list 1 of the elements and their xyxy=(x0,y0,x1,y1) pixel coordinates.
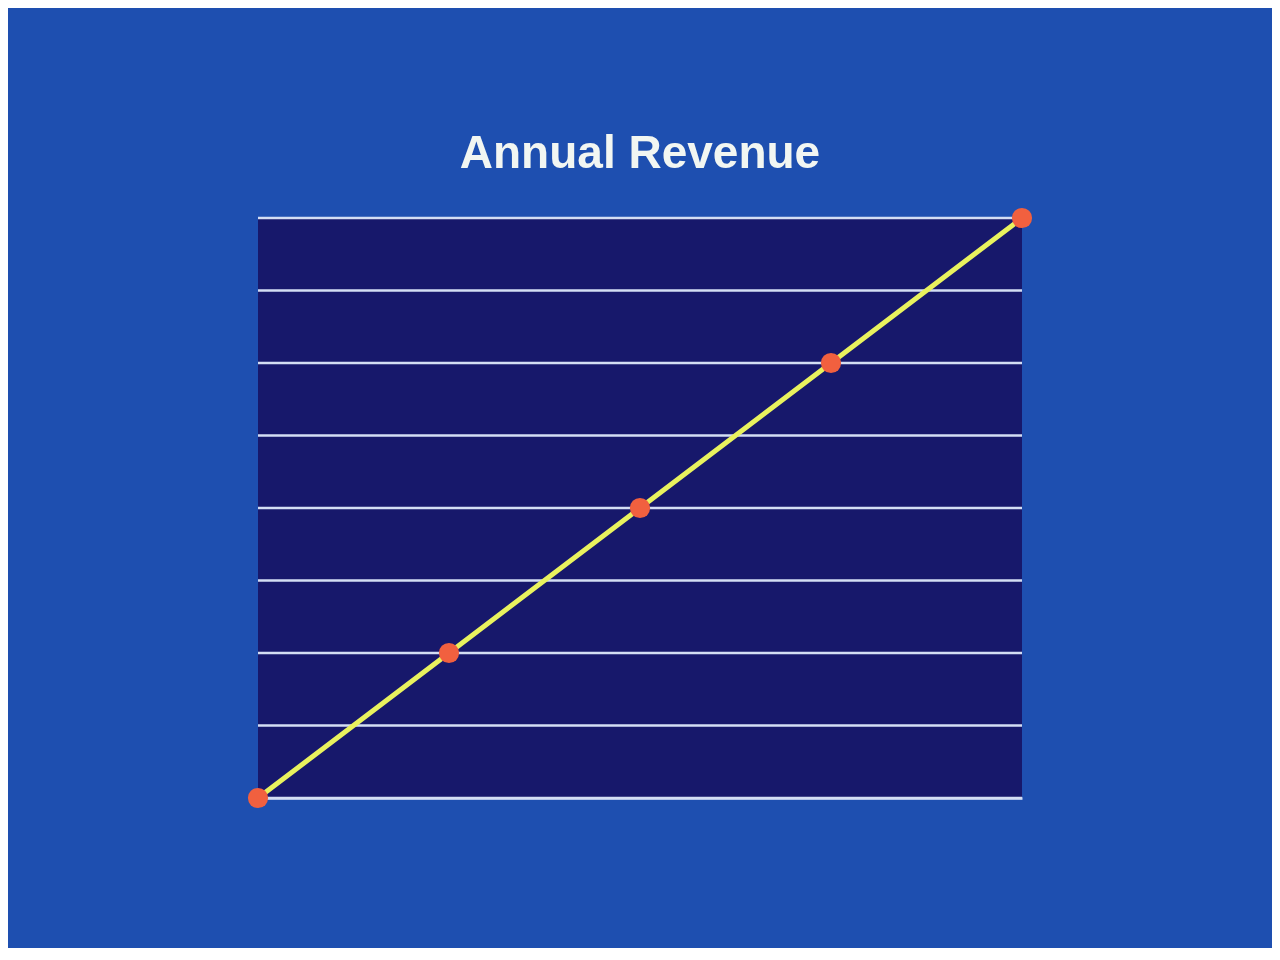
chart-title: Annual Revenue xyxy=(459,126,821,178)
